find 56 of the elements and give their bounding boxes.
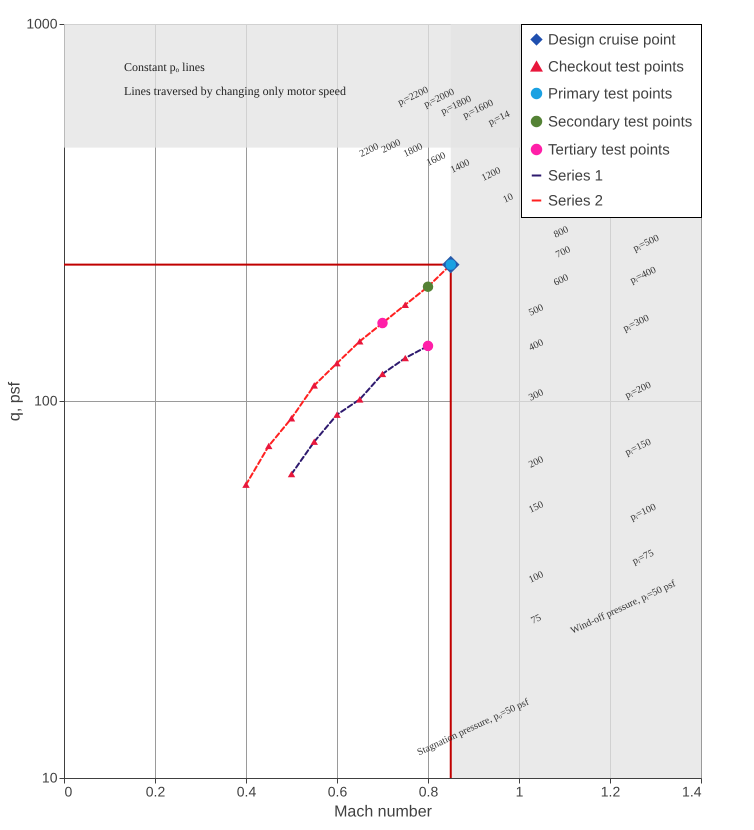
point [333,360,341,366]
x-tick-label: 1.4 [682,784,702,800]
point [310,438,318,445]
point [310,382,318,389]
annotation: 100 [527,569,546,586]
annotation: 600 [552,272,570,289]
legend-label: Primary test points [548,86,672,102]
x-tick-label: 0.2 [146,784,166,800]
annotation: 2000 [380,137,403,156]
annotation: 10 [501,191,516,206]
y-tick-label: 1000 [26,16,58,32]
annotation: 800 [552,224,570,241]
point [402,302,409,308]
y-tick-label: 100 [34,392,58,408]
point [242,481,250,488]
annotation: 75 [529,612,544,627]
x-axis-title: Mach number [334,804,433,820]
point [356,396,364,403]
annotation: 2200 [358,141,381,160]
point [356,338,364,345]
annotation: 700 [554,244,572,261]
annotation: 150 [527,499,546,516]
x-tick-label: 0.4 [236,784,256,800]
annotation: 200 [527,454,546,471]
x-tick-label: 0.6 [328,784,348,800]
y-axis-title: q, psf [6,381,24,422]
point [333,411,341,418]
x-tick-label: 1 [516,784,524,800]
legend-label: Checkout test points [548,58,684,76]
annotation: 1400 [448,157,472,176]
legend-label: Series 1 [548,168,604,184]
point [377,318,388,328]
x-tick-label: 0.8 [418,784,438,800]
annotation: Lines traversed by changing only motor speed [124,84,346,98]
legend-label: Tertiary test points [548,142,670,158]
point [288,470,296,478]
annotation: 300 [527,387,546,404]
point [288,415,296,422]
point [402,354,409,362]
point [265,442,272,450]
legend-label: Design cruise point [548,32,676,48]
legend-label: Secondary test points [548,114,692,130]
point [378,370,386,378]
x-tick-label: 0 [64,784,72,800]
annotation: 1800 [402,141,425,160]
point [422,281,434,292]
y-tick-label: 10 [42,770,58,786]
annotation: Constant pₒ lines [124,60,206,74]
point [422,340,434,352]
annotation: pᵢ=75 [630,548,656,568]
annotation: 1200 [480,165,503,184]
annotation: 1600 [424,150,448,169]
annotation: 400 [527,337,546,354]
legend-label: Series 2 [548,192,604,210]
annotation: 500 [527,302,546,319]
x-tick-label: 1.2 [600,784,620,800]
